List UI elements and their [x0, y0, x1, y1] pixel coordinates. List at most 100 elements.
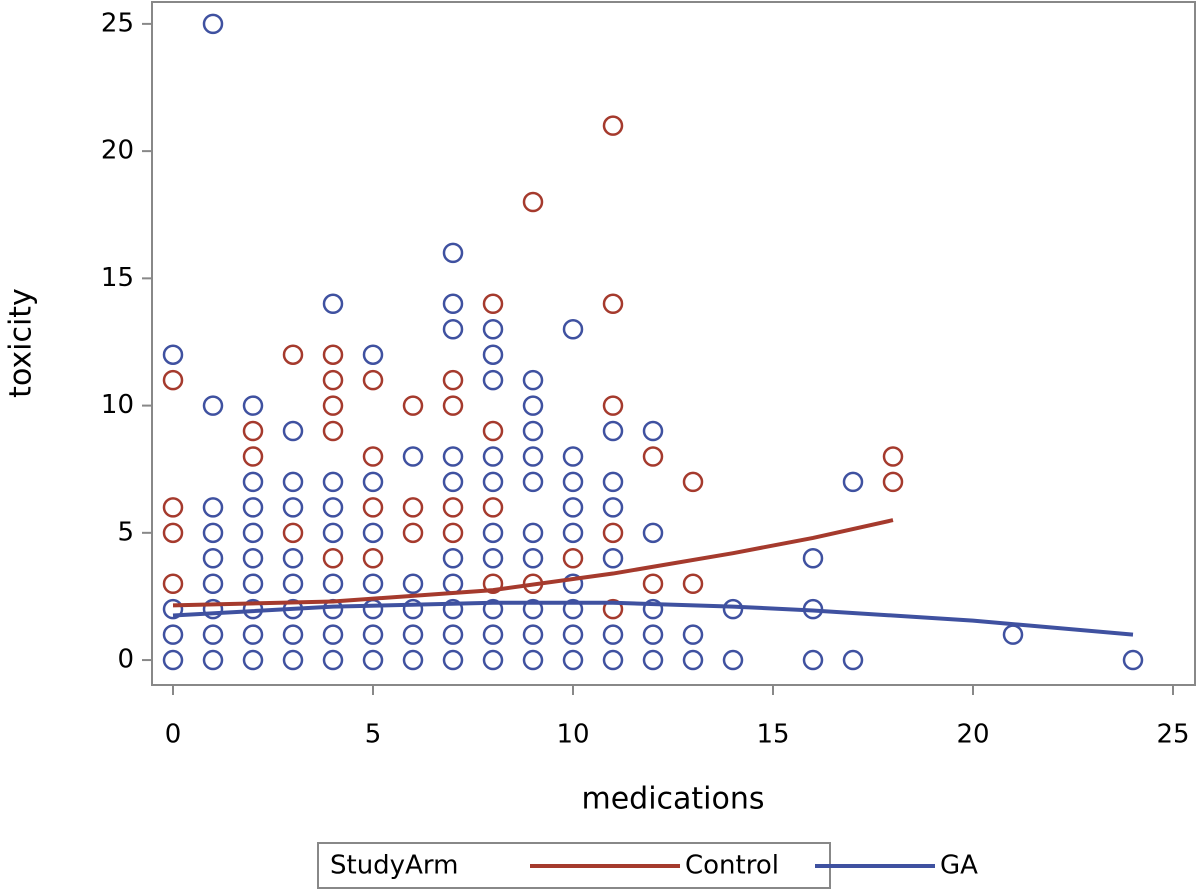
point — [482, 471, 504, 493]
point — [362, 548, 384, 569]
point — [362, 649, 384, 671]
point — [322, 624, 344, 645]
point — [562, 573, 584, 594]
point — [482, 318, 504, 340]
point — [402, 598, 424, 620]
x-tick-label: 5 — [365, 720, 382, 750]
point — [562, 522, 584, 544]
point — [642, 420, 664, 442]
point — [322, 497, 344, 518]
point — [362, 344, 384, 365]
point — [482, 369, 504, 391]
point — [242, 548, 264, 569]
point — [202, 395, 224, 416]
point — [442, 446, 464, 467]
point — [602, 522, 624, 544]
point — [522, 624, 544, 645]
point — [482, 548, 504, 569]
point — [282, 573, 304, 594]
point — [202, 598, 224, 620]
point — [522, 191, 544, 213]
point — [162, 598, 184, 620]
point — [242, 446, 264, 467]
point — [562, 548, 584, 569]
point — [242, 497, 264, 518]
point — [282, 420, 304, 442]
point — [522, 395, 544, 416]
point — [602, 293, 624, 315]
point — [322, 293, 344, 315]
point — [282, 624, 304, 645]
point — [602, 115, 624, 136]
x-tick-label: 25 — [1156, 720, 1189, 750]
point — [162, 344, 184, 365]
point — [442, 624, 464, 645]
y-tick-label: 20 — [101, 136, 134, 166]
point — [162, 522, 184, 544]
point — [362, 497, 384, 518]
point — [402, 624, 424, 645]
y-tick-label: 10 — [101, 390, 134, 420]
legend-title: StudyArm — [330, 851, 458, 881]
point — [242, 522, 264, 544]
point — [162, 573, 184, 594]
point — [322, 395, 344, 416]
y-axis-label: toxicity — [4, 288, 39, 398]
point — [202, 624, 224, 645]
point — [402, 395, 424, 416]
point — [642, 573, 664, 594]
point — [242, 573, 264, 594]
point — [482, 522, 504, 544]
point — [842, 471, 864, 493]
y-tick-label: 15 — [101, 263, 134, 293]
point — [442, 522, 464, 544]
point — [522, 446, 544, 467]
plot-frame — [151, 1, 1196, 686]
point — [602, 420, 624, 442]
point — [482, 446, 504, 467]
point — [562, 318, 584, 340]
x-tick-label: 15 — [756, 720, 789, 750]
point — [602, 395, 624, 416]
point — [602, 649, 624, 671]
point — [242, 471, 264, 493]
point — [562, 649, 584, 671]
point — [642, 624, 664, 645]
point — [282, 522, 304, 544]
point — [362, 471, 384, 493]
point — [482, 344, 504, 365]
point — [602, 497, 624, 518]
point — [362, 522, 384, 544]
point — [322, 548, 344, 569]
x-axis-label: medications — [581, 782, 764, 817]
point — [442, 318, 464, 340]
point — [242, 649, 264, 671]
point — [482, 598, 504, 620]
point — [202, 548, 224, 569]
x-tick-label: 0 — [165, 720, 182, 750]
point — [642, 598, 664, 620]
point — [202, 573, 224, 594]
point — [722, 649, 744, 671]
point — [362, 624, 384, 645]
point — [602, 548, 624, 569]
point — [282, 471, 304, 493]
y-tick-label: 0 — [117, 645, 134, 675]
point — [242, 395, 264, 416]
point — [562, 471, 584, 493]
point — [682, 649, 704, 671]
point — [442, 649, 464, 671]
point — [482, 497, 504, 518]
point — [282, 497, 304, 518]
legend: StudyArm Control GA — [317, 842, 978, 889]
point — [642, 446, 664, 467]
point — [442, 598, 464, 620]
point — [402, 497, 424, 518]
point — [282, 548, 304, 569]
point — [362, 598, 384, 620]
point — [482, 624, 504, 645]
point — [362, 573, 384, 594]
point — [522, 548, 544, 569]
point — [402, 649, 424, 671]
point — [482, 420, 504, 442]
